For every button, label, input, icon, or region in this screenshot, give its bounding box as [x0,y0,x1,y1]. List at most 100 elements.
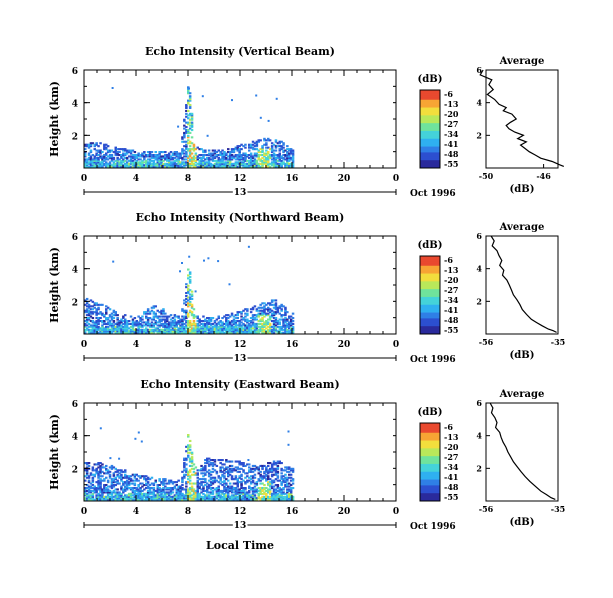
heatmap-cell [284,311,287,314]
heatmap-cell [284,306,287,309]
heatmap-cell [207,494,211,497]
heatmap-cell [255,498,259,501]
heatmap-cell [276,484,280,487]
heatmap-cell [288,155,291,158]
heatmap-cell [268,328,272,331]
heatmap-cell [274,161,278,164]
panel-title: Echo Intensity (Vertical Beam) [145,45,335,58]
colorbar-swatch [420,261,440,265]
colorbar-swatch [420,442,440,445]
heatmap-cell [267,155,270,158]
heatmap-cell [213,321,217,324]
heatmap-cell [166,495,169,498]
heatmap-cell [228,165,232,168]
heatmap-cell [198,469,201,472]
x-tick-label: 16 [286,174,299,184]
heatmap-cell [270,469,274,472]
heatmap-cell [91,492,95,495]
heatmap-cell [261,311,264,314]
heatmap-cell [101,488,104,491]
heatmap-cell [129,159,133,162]
heatmap-cell [219,325,222,328]
heatmap-cell [278,305,281,308]
heatmap-cell [219,466,222,469]
heatmap-cell [278,318,281,321]
heatmap-cell [215,470,219,473]
heatmap-cell [129,331,133,334]
heatmap-cell [221,492,224,495]
heatmap-cell [173,485,177,488]
heatmap-cell [198,497,201,500]
heatmap-cell [187,473,190,476]
heatmap-cell [181,309,184,312]
heatmap-cell [259,162,262,165]
heatmap-cell [244,495,247,498]
colorbar-swatch [420,438,440,441]
heatmap-cell [276,331,280,334]
heatmap-cell [112,472,116,475]
heatmap-cell [211,317,215,320]
heatmap-cell [87,487,91,490]
heatmap-cell [112,498,116,501]
heatmap-cell [227,473,230,476]
heatmap-cell [171,481,175,484]
heatmap-cell [152,162,156,165]
heatmap-cell [268,156,272,159]
heatmap-cell [200,154,203,157]
heatmap-cell [84,311,87,314]
heatmap-cell [185,331,188,334]
heatmap-cell [166,328,169,331]
heatmap-cell [125,494,129,497]
colorbar: (dB)-6-13-20-27-34-41-48-55 [418,74,459,169]
heatmap-cell [166,155,169,158]
heatmap-cell [253,318,257,321]
heatmap-cell [103,472,106,475]
heatmap-cell [156,321,159,324]
heatmap-cell [135,165,138,168]
heatmap-cell [105,158,108,161]
heatmap-cell [219,497,222,500]
heatmap-cell [274,463,278,466]
heatmap-cell [272,165,276,168]
heatmap-cell [253,154,257,157]
heatmap-cell [89,494,93,497]
heatmap-cell [213,481,217,484]
heatmap-cell [187,117,190,120]
heatmap-cell [259,327,262,330]
heatmap-cell [248,487,251,490]
heatmap-cell [110,158,114,161]
x-tick-label: 4 [133,340,139,350]
heatmap-cell [261,312,264,315]
heatmap-cell [198,331,201,334]
heatmap-cell [185,463,188,466]
heatmap-cell [263,305,266,308]
heatmap-cell [270,464,274,467]
heatmap-cell [288,162,291,165]
heatmap-cell [84,498,87,501]
heatmap-cell [108,324,112,327]
heatmap-cell [99,478,102,481]
heatmap-cell [251,148,255,151]
heatmap-cell [286,148,289,151]
heatmap-cell [240,311,243,314]
heatmap-cell [194,148,198,151]
heatmap-cell [249,327,253,330]
heatmap-cell [209,463,213,466]
heatmap-cell [95,324,98,327]
heatmap-cell [152,155,156,158]
x-tick-label: 12 [234,340,247,350]
heatmap-cell [181,162,184,165]
heatmap-cell [213,149,217,152]
heatmap-cell [156,158,159,161]
heatmap-cell [196,481,199,484]
heatmap-cell [230,485,234,488]
heatmap-cell [84,475,87,478]
heatmap-cell [188,439,192,442]
heatmap-cell [164,330,167,333]
heatmap-cell [162,325,165,328]
heatmap-cell [150,487,154,490]
heatmap-cell [289,149,293,152]
heatmap-cell [185,145,188,148]
heatmap-cell [133,165,137,168]
heatmap-cell [190,457,194,460]
